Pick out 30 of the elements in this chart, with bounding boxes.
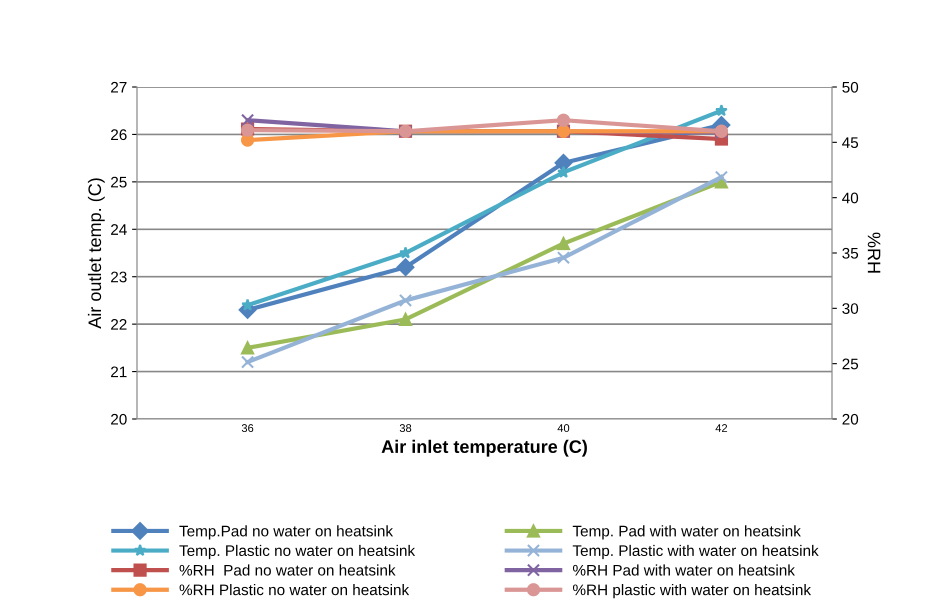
legend-label: %RH Plastic no water on heatsink <box>180 584 410 596</box>
legend-label: Temp. Plastic with water on heatsink <box>572 544 819 560</box>
y2-tick-label: 50 <box>842 82 858 93</box>
y-tick-label: 21 <box>111 366 127 378</box>
x-tick-label: 42 <box>716 424 728 432</box>
y-axis-title: Air outlet temp. (C) <box>88 178 105 329</box>
y2-axis-title: %RH <box>868 232 880 273</box>
legend-label: %RH Pad with water on heatsink <box>572 564 795 576</box>
x-tick-label: 40 <box>558 424 570 432</box>
y-tick-label: 22 <box>111 319 127 330</box>
x-tick-label: 38 <box>400 424 412 432</box>
legend-label: %RH plastic with water on heatsink <box>572 584 812 598</box>
y2-tick-label: 40 <box>842 192 858 204</box>
legend-label: Temp. Pad with water on heatsink <box>572 525 801 540</box>
y-tick-label: 25 <box>111 176 127 188</box>
y-tick-label: 27 <box>111 82 127 93</box>
legend-label: Temp. Plastic no water on heatsink <box>179 544 416 560</box>
y-tick-label: 24 <box>111 224 127 235</box>
legend-label: Temp.Pad no water on heatsink <box>179 525 394 540</box>
y2-tick-label: 20 <box>842 414 858 425</box>
y-tick-label: 20 <box>111 414 127 425</box>
y2-tick-label: 25 <box>842 358 858 370</box>
x-axis-title: Air inlet temperature (C) <box>382 440 587 457</box>
y-tick-label: 26 <box>111 129 127 140</box>
x-tick-label: 36 <box>242 424 254 432</box>
legend-label: %RH Pad no water on heatsink <box>180 564 396 576</box>
y2-tick-label: 45 <box>842 137 858 148</box>
y2-tick-label: 30 <box>842 303 858 314</box>
y2-tick-label: 35 <box>842 248 858 259</box>
y-tick-label: 23 <box>111 272 127 282</box>
